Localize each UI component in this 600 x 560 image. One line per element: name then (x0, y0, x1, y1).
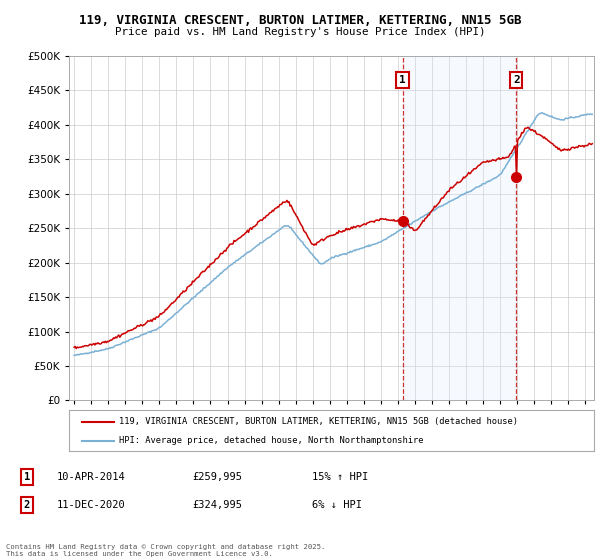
Text: 119, VIRGINIA CRESCENT, BURTON LATIMER, KETTERING, NN15 5GB: 119, VIRGINIA CRESCENT, BURTON LATIMER, … (79, 14, 521, 27)
Text: £324,995: £324,995 (192, 500, 242, 510)
Text: £259,995: £259,995 (192, 472, 242, 482)
Bar (403, 56, 516, 400)
Text: HPI: Average price, detached house, North Northamptonshire: HPI: Average price, detached house, Nort… (119, 436, 424, 445)
Text: Price paid vs. HM Land Registry's House Price Index (HPI): Price paid vs. HM Land Registry's House … (115, 27, 485, 37)
Text: 1: 1 (399, 75, 406, 85)
Text: Contains HM Land Registry data © Crown copyright and database right 2025.
This d: Contains HM Land Registry data © Crown c… (6, 544, 325, 557)
Text: 15% ↑ HPI: 15% ↑ HPI (312, 472, 368, 482)
Text: 2: 2 (513, 75, 520, 85)
Text: 2: 2 (24, 500, 30, 510)
Text: 119, VIRGINIA CRESCENT, BURTON LATIMER, KETTERING, NN15 5GB (detached house): 119, VIRGINIA CRESCENT, BURTON LATIMER, … (119, 417, 518, 426)
Text: 10-APR-2014: 10-APR-2014 (57, 472, 126, 482)
Text: 1: 1 (24, 472, 30, 482)
Text: 11-DEC-2020: 11-DEC-2020 (57, 500, 126, 510)
Text: 6% ↓ HPI: 6% ↓ HPI (312, 500, 362, 510)
